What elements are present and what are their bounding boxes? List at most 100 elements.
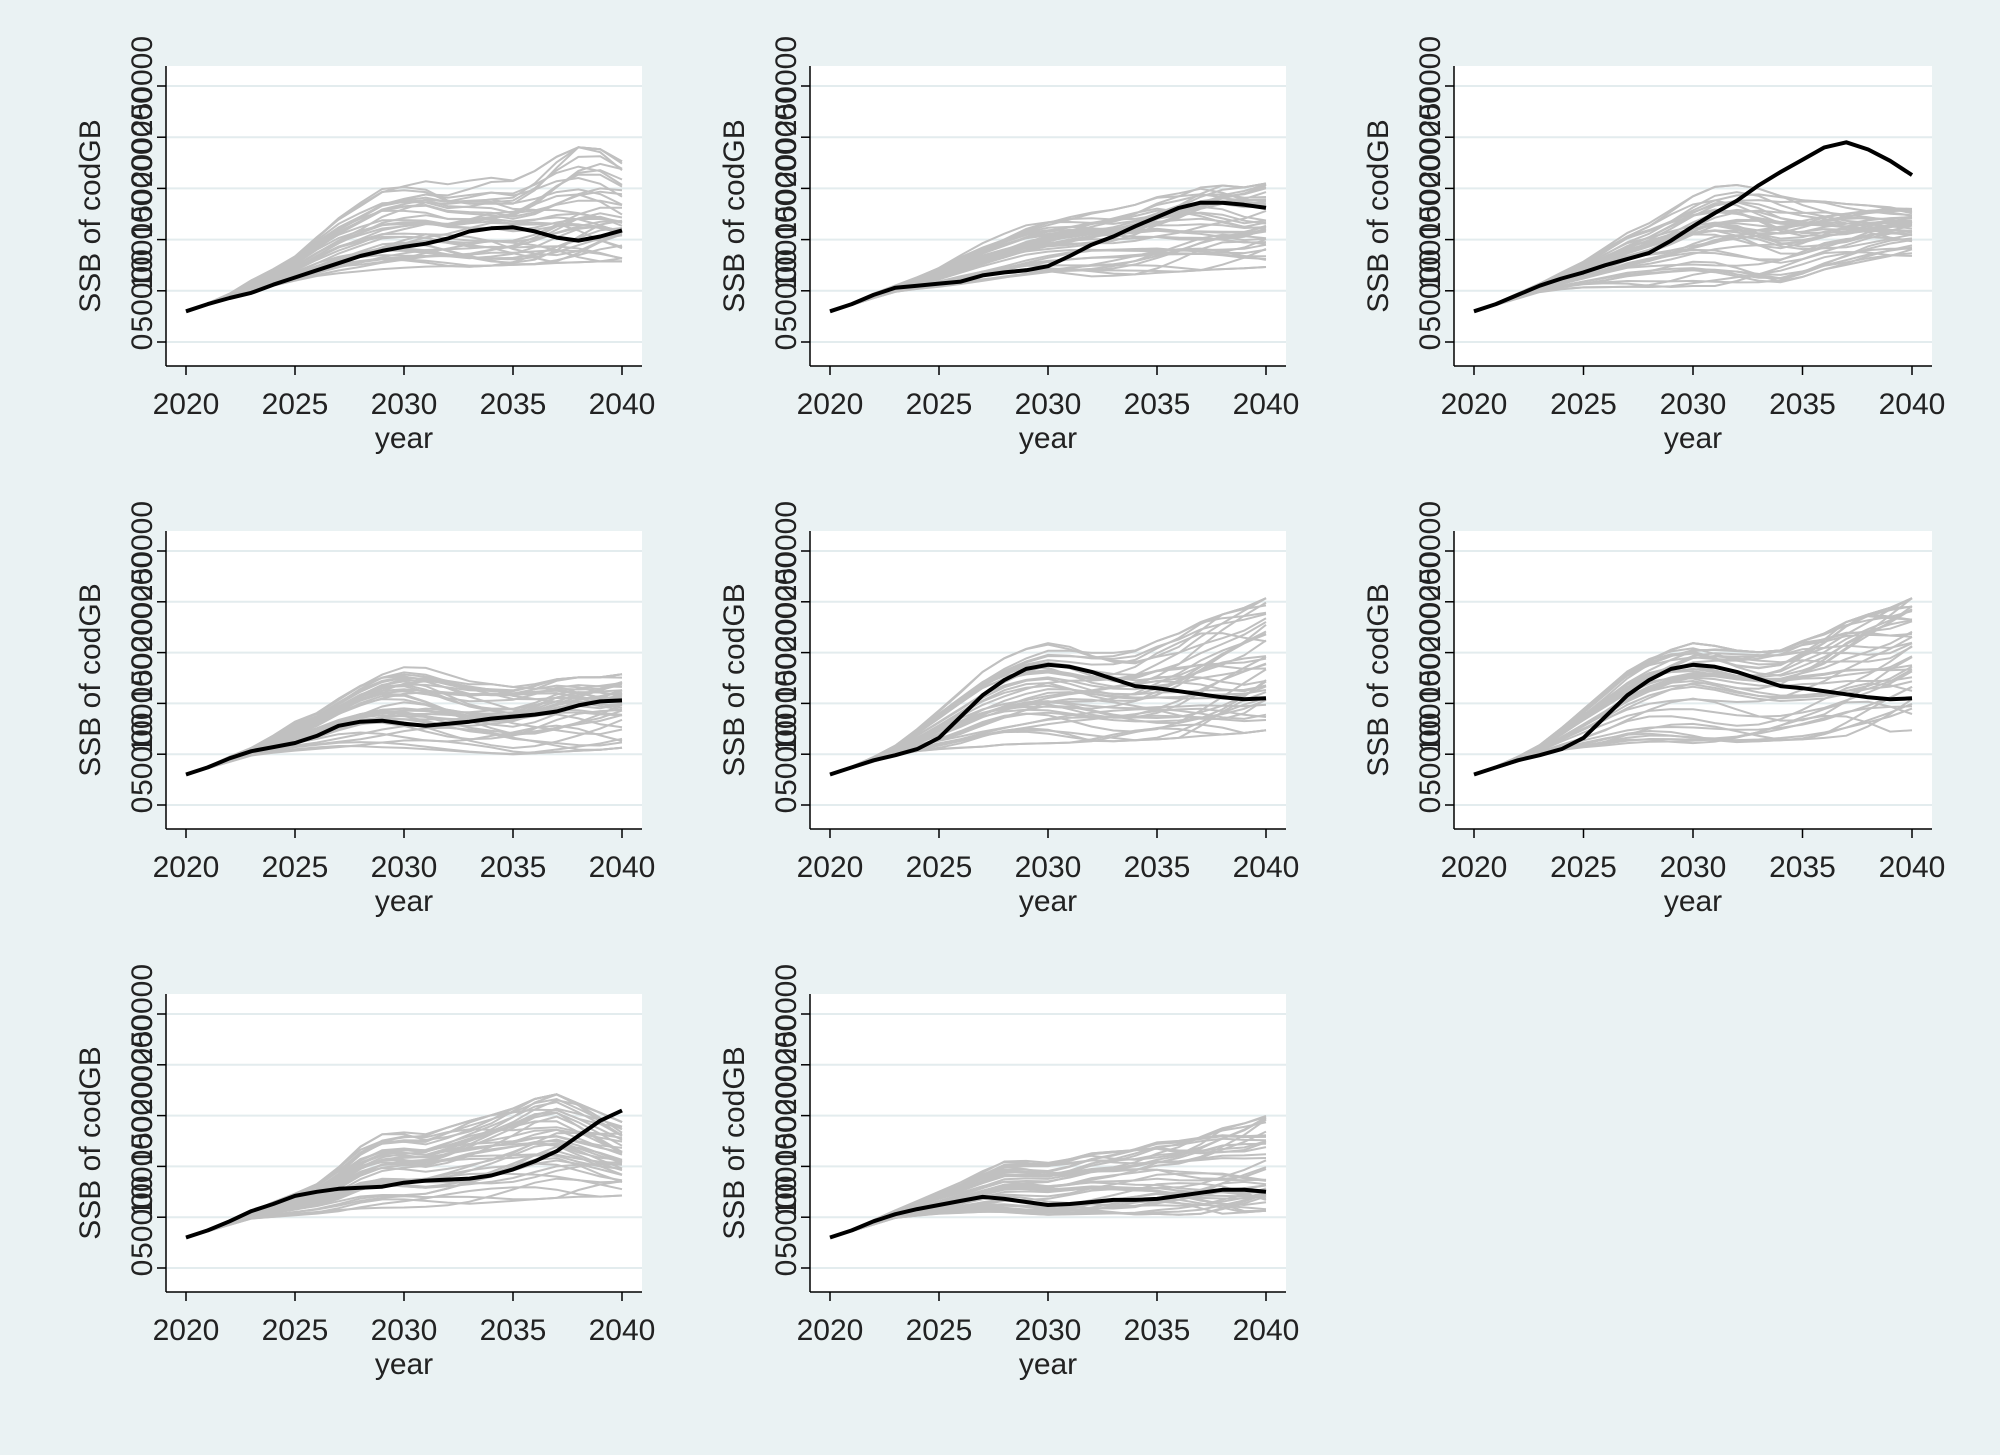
y-axis-title: SSB of codGB (718, 1046, 751, 1239)
x-axis-title: year (375, 885, 433, 918)
x-tick-label: 2025 (906, 388, 973, 421)
y-tick-label: 200000 (770, 1015, 803, 1115)
highlight-series-line (185, 225, 623, 314)
y-tick-label: 100000 (770, 1116, 803, 1216)
x-tick-label: 2020 (153, 388, 220, 421)
x-axis-title: year (375, 1348, 433, 1381)
y-tick-label: 250000 (126, 36, 159, 136)
y-tick-label: 0 (126, 1260, 159, 1277)
x-axis-title: year (1664, 422, 1722, 455)
replicate-series-line (829, 247, 1267, 313)
x-tick-label: 2035 (1124, 851, 1191, 884)
y-tick-label: 250000 (770, 36, 803, 136)
x-tick-label: 2020 (1441, 388, 1508, 421)
x-tick-label: 2030 (1660, 851, 1727, 884)
replicate-lines (185, 146, 623, 313)
x-tick-label: 2035 (1124, 388, 1191, 421)
y-tick-label: 50000 (770, 249, 803, 332)
y-axis-title: SSB of codGB (1362, 583, 1395, 776)
replicate-series-line (829, 697, 1267, 776)
x-tick-label: 2040 (589, 1314, 656, 1347)
replicate-series-line (185, 234, 623, 313)
x-tick-label: 2035 (1769, 851, 1836, 884)
x-tick-label: 2035 (1124, 1314, 1191, 1347)
replicate-series-line (1473, 670, 1913, 776)
replicate-series-line (829, 663, 1267, 776)
plot-area (810, 531, 1286, 829)
x-tick-label: 2030 (371, 851, 438, 884)
x-tick-label: 2020 (1441, 851, 1508, 884)
replicate-series-line (185, 217, 623, 313)
plot-area (810, 66, 1286, 366)
replicate-series-line (829, 597, 1267, 776)
y-tick-label: 200000 (770, 552, 803, 652)
highlight-series-line (1473, 662, 1913, 777)
replicate-series-line (1473, 235, 1913, 313)
y-tick-label: 0 (1414, 797, 1447, 814)
x-tick-label: 2040 (1233, 388, 1300, 421)
replicate-series-line (185, 1194, 623, 1239)
y-tick-label: 150000 (1414, 603, 1447, 703)
y-tick-label: 150000 (1414, 138, 1447, 238)
x-tick-label: 2040 (1879, 851, 1946, 884)
y-axis-title: SSB of codGB (74, 1046, 107, 1239)
replicate-series-line (1473, 199, 1913, 313)
x-tick-label: 2025 (262, 851, 329, 884)
replicate-series-line (185, 1145, 623, 1239)
y-tick-label: 50000 (126, 1175, 159, 1258)
x-tick-label: 2020 (153, 851, 220, 884)
x-tick-label: 2040 (1233, 851, 1300, 884)
plot-area (166, 66, 642, 366)
replicate-series-line (185, 146, 623, 313)
y-tick-label: 150000 (770, 1066, 803, 1166)
y-axis-title: SSB of codGB (74, 583, 107, 776)
x-tick-label: 2025 (262, 388, 329, 421)
x-tick-label: 2020 (797, 1314, 864, 1347)
y-axis-title: SSB of codGB (74, 119, 107, 312)
y-axis-title: SSB of codGB (1362, 119, 1395, 312)
y-tick-label: 50000 (1414, 249, 1447, 332)
x-tick-label: 2025 (1550, 388, 1617, 421)
y-tick-label: 100000 (770, 653, 803, 753)
replicate-series-line (829, 1117, 1267, 1239)
replicate-series-line (829, 632, 1267, 776)
replicate-series-line (829, 632, 1267, 776)
x-tick-label: 2020 (153, 1314, 220, 1347)
y-tick-label: 200000 (1414, 552, 1447, 652)
replicate-series-line (185, 724, 623, 776)
y-tick-label: 0 (770, 1260, 803, 1277)
y-tick-label: 0 (1414, 334, 1447, 351)
highlight-series-line (1473, 140, 1914, 314)
y-axis-title: SSB of codGB (718, 583, 751, 776)
y-tick-label: 100000 (126, 190, 159, 290)
replicate-series-line (185, 1141, 623, 1239)
x-tick-label: 2035 (480, 851, 547, 884)
replicate-series-line (185, 673, 623, 776)
x-tick-label: 2030 (1015, 851, 1082, 884)
x-tick-label: 2030 (371, 1314, 438, 1347)
y-tick-label: 150000 (770, 138, 803, 238)
x-tick-label: 2025 (906, 851, 973, 884)
highlight-series-line (829, 1187, 1267, 1240)
x-tick-label: 2040 (589, 851, 656, 884)
x-tick-label: 2025 (906, 1314, 973, 1347)
y-tick-label: 100000 (1414, 653, 1447, 753)
x-tick-label: 2040 (1233, 1314, 1300, 1347)
replicate-series-line (1473, 247, 1913, 313)
replicate-series-line (185, 683, 623, 776)
x-tick-label: 2025 (262, 1314, 329, 1347)
x-tick-label: 2030 (371, 388, 438, 421)
x-tick-label: 2030 (1660, 388, 1727, 421)
y-tick-label: 250000 (770, 964, 803, 1064)
y-tick-label: 150000 (770, 603, 803, 703)
x-tick-label: 2040 (1879, 388, 1946, 421)
y-axis-title: SSB of codGB (718, 119, 751, 312)
y-tick-label: 50000 (770, 712, 803, 795)
y-tick-label: 250000 (770, 501, 803, 601)
